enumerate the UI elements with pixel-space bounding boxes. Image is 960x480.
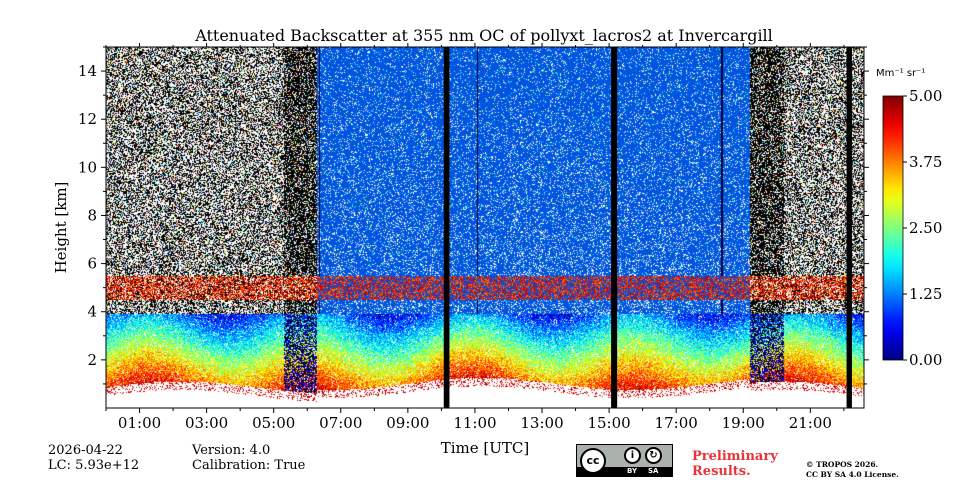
colorbar-tick-label: 3.75 (909, 153, 942, 171)
sa-label: SA (648, 467, 659, 475)
copyright-line-1: © TROPOS 2026. (806, 460, 879, 469)
badge-bar (577, 467, 672, 476)
preliminary-results: Preliminary Results. (692, 449, 778, 479)
y-tick-label: 4 (87, 303, 97, 321)
preliminary-line-1: Preliminary (692, 449, 778, 464)
data-gap-3 (846, 47, 852, 408)
data-gap-1 (443, 47, 450, 408)
x-tick-label: 15:00 (587, 414, 630, 432)
colorbar-tick-label: 5.00 (909, 87, 942, 105)
x-tick-label: 03:00 (185, 414, 228, 432)
y-tick-label: 8 (87, 206, 97, 224)
by-icon: i (624, 447, 641, 464)
date-label: 2026-04-22 (48, 443, 123, 458)
colorbar-tick-label: 2.50 (909, 219, 942, 237)
colorbar-tick-label: 0.00 (909, 351, 942, 369)
copyright-line-2: CC BY SA 4.0 License. (806, 470, 899, 479)
preliminary-line-2: Results. (692, 464, 751, 479)
axes: 01:00 03:00 05:00 07:00 09:00 11:00 13:00 15:00… (52, 43, 869, 457)
x-tick-label: 01:00 (118, 414, 161, 432)
backscatter-heatmap (106, 47, 864, 408)
plot-frame (105, 46, 865, 409)
x-tick-label: 17:00 (655, 414, 698, 432)
cc-license-badge[interactable]: cc i ↻ BY SA (576, 444, 673, 477)
x-tick-label: 21:00 (789, 414, 832, 432)
copyright: © TROPOS 2026. CC BY SA 4.0 License. (806, 460, 899, 480)
x-axis-label: Time [UTC] (441, 439, 530, 457)
y-tick-label: 6 (87, 255, 97, 273)
chart-title: Attenuated Backscatter at 355 nm OC of p… (194, 26, 773, 45)
data-gap-2 (611, 47, 618, 408)
y-axis-label: Height [km] (52, 182, 70, 274)
x-tick-label: 05:00 (252, 414, 295, 432)
cc-icon: cc (580, 448, 606, 474)
x-tick-label: 11:00 (453, 414, 496, 432)
lc-label: LC: 5.93e+12 (48, 458, 140, 473)
y-tick-label: 10 (78, 158, 97, 176)
colorbar-tick-label: 1.25 (909, 285, 942, 303)
y-tick-label: 2 (87, 351, 97, 369)
by-label: BY (627, 467, 638, 475)
calibration-label: Calibration: True (192, 458, 306, 473)
version-label: Version: 4.0 (192, 443, 271, 458)
x-tick-label: 19:00 (722, 414, 765, 432)
plot-area (106, 47, 864, 408)
colorbar-scale (882, 95, 904, 361)
x-tick-label: 07:00 (319, 414, 362, 432)
x-tick-label: 13:00 (520, 414, 563, 432)
colorbar-unit: Mm⁻¹ sr⁻¹ (876, 68, 925, 79)
colorbar: 0.00 1.25 2.50 3.75 5.00 Mm⁻¹ sr⁻¹ (876, 68, 942, 369)
y-tick-label: 14 (78, 62, 97, 80)
x-tick-label: 09:00 (386, 414, 429, 432)
y-tick-label: 12 (78, 110, 97, 128)
sa-icon: ↻ (645, 447, 662, 464)
